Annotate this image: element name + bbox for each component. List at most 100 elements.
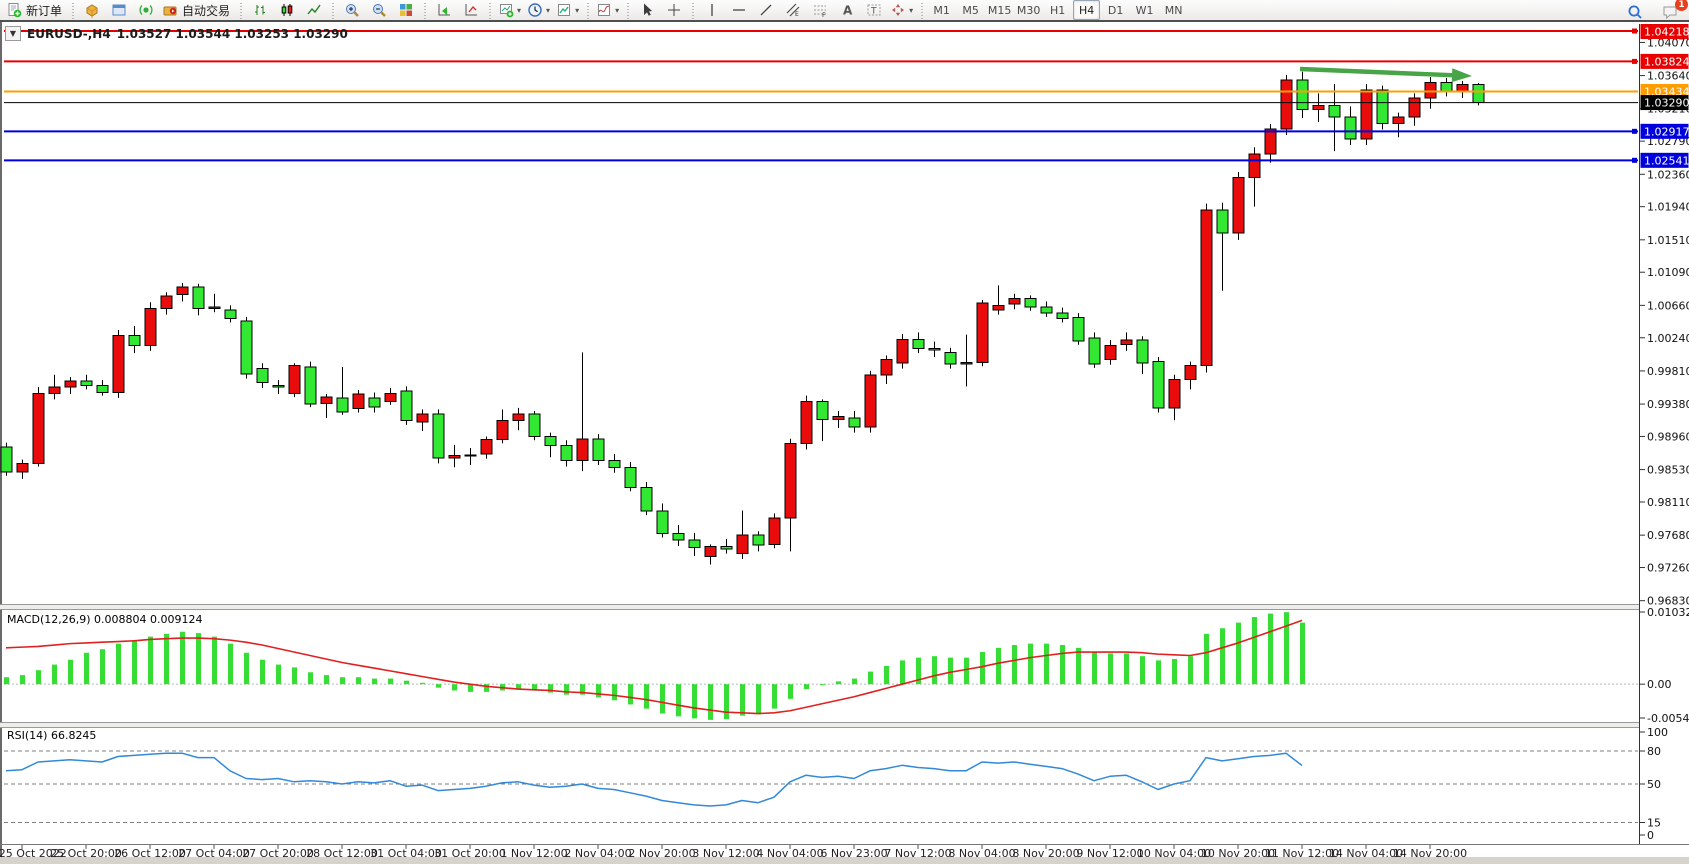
auto-scroll-button[interactable] xyxy=(430,0,457,21)
candle xyxy=(1104,344,1117,360)
time-axis-label[interactable]: 26 Oct 12:00 xyxy=(114,847,186,860)
hline-handle[interactable] xyxy=(1632,157,1637,163)
time-axis-label[interactable]: 25 Oct 20:00 xyxy=(50,847,122,860)
trend-arrow-shaft[interactable] xyxy=(1299,66,1453,78)
panel-divider[interactable] xyxy=(0,722,1689,727)
time-axis-label[interactable]: 8 Nov 04:00 xyxy=(948,847,1015,860)
time-axis-label[interactable]: 25 Oct 2022 xyxy=(0,847,67,860)
time-axis-label[interactable]: 9 Nov 12:00 xyxy=(1076,847,1143,860)
timeframe-m5-button[interactable]: M5 xyxy=(962,3,979,17)
candle xyxy=(528,413,541,437)
time-axis-label[interactable]: 1 Nov 12:00 xyxy=(500,847,567,860)
crosshair-button[interactable] xyxy=(660,0,687,21)
market-watch-button[interactable] xyxy=(78,0,105,21)
timeframe-m15-button[interactable]: M15 xyxy=(987,3,1012,17)
zoom-in-button[interactable] xyxy=(338,0,365,21)
timeframe-m30-button[interactable]: M30 xyxy=(1016,3,1041,17)
search-button[interactable] xyxy=(1621,1,1648,22)
time-axis-label[interactable]: 3 Nov 12:00 xyxy=(692,847,759,860)
chart-shift-button[interactable] xyxy=(457,0,484,21)
candle xyxy=(624,466,637,488)
candle xyxy=(1376,89,1389,124)
text-button[interactable]: A xyxy=(833,0,860,21)
arrows-button[interactable]: ▾ xyxy=(887,0,916,21)
timeframe-d1-button[interactable]: D1 xyxy=(1107,3,1124,17)
time-axis-label[interactable]: 7 Nov 12:00 xyxy=(884,847,951,860)
candle xyxy=(1440,82,1453,92)
chart-candles-button[interactable] xyxy=(273,0,300,21)
zoom-out-button[interactable] xyxy=(365,0,392,21)
hline-tag-label: 1.04218 xyxy=(1644,26,1689,39)
time-axis-label[interactable]: 10 Nov 04:00 xyxy=(1137,847,1211,860)
macd-histogram-bar xyxy=(20,675,25,685)
template-icon xyxy=(556,2,572,18)
fibonacci-button[interactable]: F xyxy=(806,0,833,21)
data-window-button[interactable] xyxy=(105,0,132,21)
equidistant-channel-button[interactable]: E xyxy=(779,0,806,21)
candle xyxy=(720,546,733,550)
time-axis-label[interactable]: 28 Oct 12:00 xyxy=(306,847,378,860)
signals-button[interactable] xyxy=(132,0,159,21)
robot-icon xyxy=(162,2,178,18)
macd-histogram-bar xyxy=(52,664,57,685)
candle xyxy=(672,533,685,541)
search-icon xyxy=(1627,4,1643,20)
macd-histogram-bar xyxy=(1268,613,1273,685)
time-axis-label[interactable]: 11 Nov 12:00 xyxy=(1265,847,1339,860)
tile-windows-button[interactable] xyxy=(392,0,419,21)
hline-handle[interactable] xyxy=(1632,58,1637,64)
timeframe-w1-button[interactable]: W1 xyxy=(1135,3,1154,17)
ohlc-readout: 1.03527 1.03544 1.03253 1.03290 xyxy=(116,26,348,41)
templates-button[interactable]: ▾ xyxy=(553,0,582,21)
panel-divider[interactable] xyxy=(0,604,1689,609)
new-order-button[interactable]: 新订单 xyxy=(3,0,67,21)
timeframe-h1-button[interactable]: H1 xyxy=(1049,3,1066,17)
new-chart-button[interactable]: ▾ xyxy=(495,0,524,21)
timeframe-m1-button[interactable]: M1 xyxy=(933,3,950,17)
hline-handle[interactable] xyxy=(1632,128,1637,134)
horizontal-line-button[interactable] xyxy=(725,0,752,21)
timeframe-h4-button[interactable]: H4 xyxy=(1073,0,1101,20)
macd-histogram-bar xyxy=(292,667,297,685)
time-axis-label[interactable]: 31 Oct 20:00 xyxy=(434,847,506,860)
price-tick-label: 0.97680 xyxy=(1647,529,1689,542)
macd-histogram-bar xyxy=(596,684,601,698)
candle xyxy=(1392,116,1405,124)
time-axis-label[interactable]: 10 Nov 20:00 xyxy=(1201,847,1275,860)
notifications-chat-button[interactable]: 1 xyxy=(1656,0,1688,22)
macd-histogram-bar xyxy=(388,678,393,685)
trendline-button[interactable] xyxy=(752,0,779,21)
macd-histogram-bar xyxy=(628,684,633,705)
text-label-button[interactable]: T xyxy=(860,0,887,21)
macd-histogram-bar xyxy=(132,640,137,685)
chart-line-button[interactable] xyxy=(300,0,327,21)
time-axis-label[interactable]: 4 Nov 04:00 xyxy=(756,847,823,860)
trend-arrow-head[interactable] xyxy=(1451,68,1472,83)
time-axis-label[interactable]: 8 Nov 20:00 xyxy=(1012,847,1079,860)
period-selector-button[interactable]: ▾ xyxy=(524,0,553,21)
rsi-axis-label: 0 xyxy=(1647,829,1654,842)
time-axis-label[interactable]: 27 Oct 20:00 xyxy=(242,847,314,860)
time-axis-label[interactable]: 2 Nov 20:00 xyxy=(628,847,695,860)
candle xyxy=(944,351,957,365)
toolbar-separator xyxy=(329,1,337,19)
time-axis-label[interactable]: 6 Nov 23:00 xyxy=(820,847,887,860)
timeframe-mn-button[interactable]: MN xyxy=(1164,3,1183,17)
auto-trading-button[interactable]: 自动交易 xyxy=(159,0,235,21)
time-axis-label[interactable]: 2 Nov 04:00 xyxy=(564,847,631,860)
candle xyxy=(240,320,253,375)
candle xyxy=(768,517,781,545)
time-axis-label[interactable]: 14 Nov 04:00 xyxy=(1329,847,1403,860)
chart-bars-button[interactable] xyxy=(246,0,273,21)
hline-handle[interactable] xyxy=(1632,28,1637,34)
new-order-icon xyxy=(6,2,22,18)
hline-tag-label: 1.03824 xyxy=(1644,55,1689,68)
time-axis-label[interactable]: 27 Oct 04:00 xyxy=(178,847,250,860)
time-axis-label[interactable]: 31 Oct 04:00 xyxy=(370,847,442,860)
time-axis-label[interactable]: 14 Nov 20:00 xyxy=(1393,847,1467,860)
cursor-button[interactable] xyxy=(633,0,660,21)
one-click-trading-collapse-icon[interactable]: ▼ xyxy=(5,26,21,41)
vertical-line-button[interactable] xyxy=(698,0,725,21)
indicators-list-button[interactable]: ▾ xyxy=(593,0,622,21)
